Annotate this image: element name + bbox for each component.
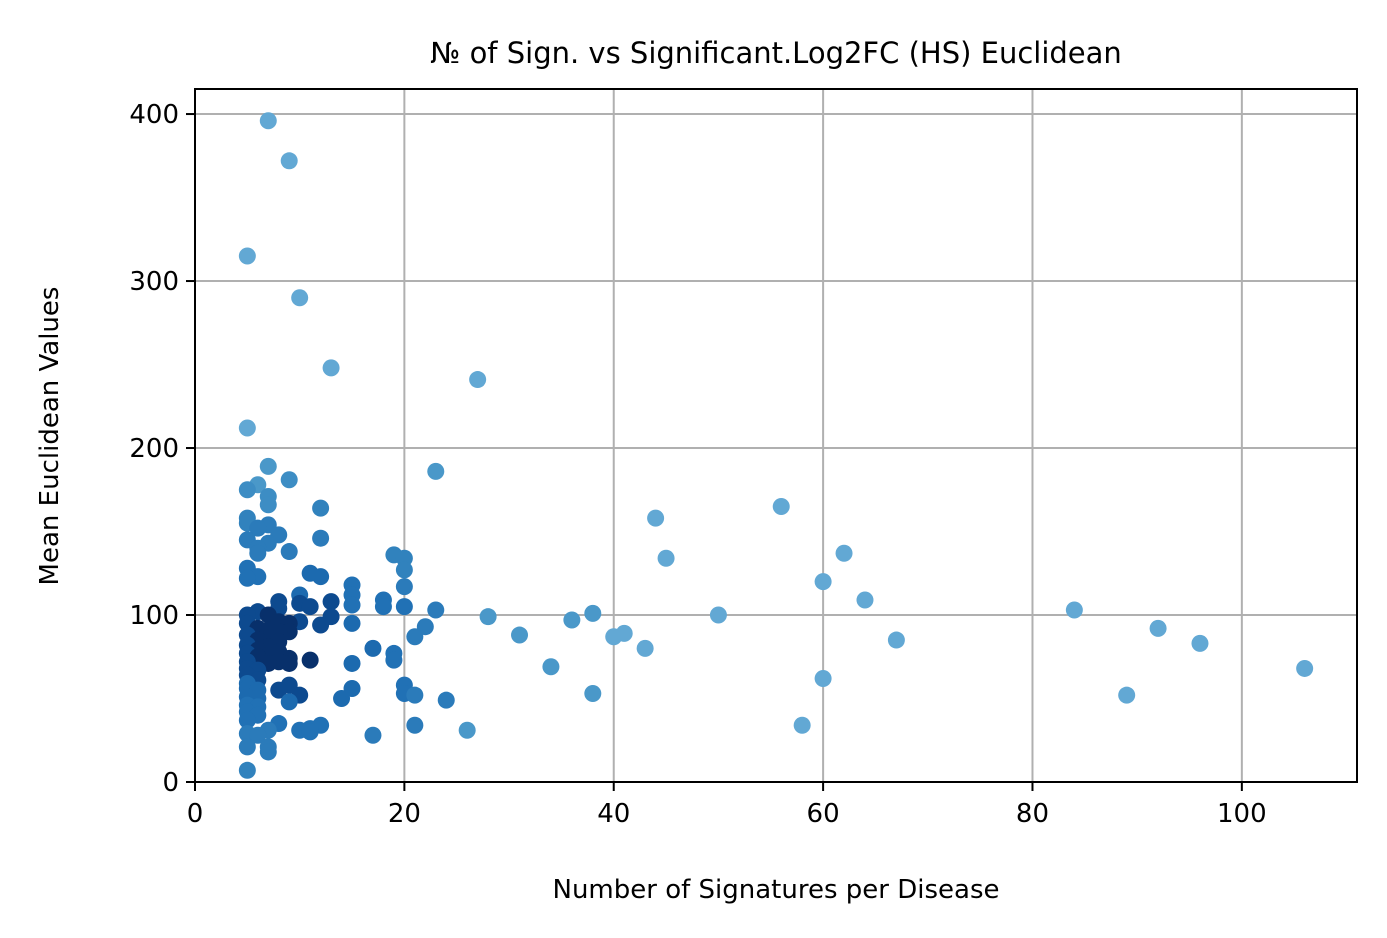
scatter-point <box>584 684 602 702</box>
scatter-point <box>343 654 361 672</box>
scatter-point <box>772 497 790 515</box>
scatter-point <box>1065 601 1083 619</box>
y-tick-label: 300 <box>129 267 179 297</box>
scatter-point <box>322 593 340 611</box>
scatter-point <box>238 481 256 499</box>
scatter-point <box>395 578 413 596</box>
scatter-point <box>280 152 298 170</box>
x-tick-label: 20 <box>388 799 421 829</box>
scatter-point <box>835 544 853 562</box>
scatter-point <box>511 626 529 644</box>
scatter-point <box>280 471 298 489</box>
scatter-point <box>301 651 319 669</box>
x-tick-label: 60 <box>807 799 840 829</box>
scatter-point <box>814 573 832 591</box>
scatter-point <box>249 544 267 562</box>
scatter-point <box>395 549 413 567</box>
scatter-point <box>238 569 256 587</box>
scatter-point <box>343 614 361 632</box>
y-tick-label: 200 <box>129 434 179 464</box>
scatter-point <box>563 611 581 629</box>
scatter-point <box>301 723 319 741</box>
scatter-point <box>406 628 424 646</box>
y-axis-ticks: 0 100 200 300 400 <box>129 100 195 798</box>
scatter-point <box>887 631 905 649</box>
scatter-point <box>249 519 267 537</box>
data-points <box>238 112 1314 779</box>
scatter-point <box>1191 634 1209 652</box>
x-tick-label: 100 <box>1217 799 1267 829</box>
scatter-point <box>249 726 267 744</box>
x-axis-label: Number of Signatures per Disease <box>553 875 1000 905</box>
scatter-point <box>856 591 874 609</box>
scatter-point <box>709 606 727 624</box>
x-axis-ticks: 0 20 40 60 80 100 <box>187 782 1267 829</box>
scatter-point <box>1296 659 1314 677</box>
scatter-point <box>238 419 256 437</box>
scatter-point <box>458 721 476 739</box>
axes-frame <box>194 88 1358 783</box>
scatter-point <box>280 693 298 711</box>
scatter-point <box>333 690 351 708</box>
scatter-point <box>322 359 340 377</box>
scatter-point <box>343 596 361 614</box>
scatter-point <box>605 628 623 646</box>
scatter-point <box>584 604 602 622</box>
scatter-point <box>814 669 832 687</box>
scatter-point <box>280 654 298 672</box>
chart-title: № of Sign. vs Significant.Log2FC (HS) Eu… <box>430 36 1122 70</box>
scatter-point <box>364 726 382 744</box>
scatter-point <box>312 616 330 634</box>
scatter-point <box>657 549 675 567</box>
y-axis-label: Mean Euclidean Values <box>35 287 65 586</box>
scatter-point <box>364 639 382 657</box>
scatter-point <box>469 371 487 389</box>
scatter-point <box>238 738 256 756</box>
y-tick-label: 0 <box>162 768 179 798</box>
scatter-point <box>647 509 665 527</box>
scatter-point <box>312 568 330 586</box>
scatter-point <box>395 561 413 579</box>
scatter-point <box>280 543 298 561</box>
scatter-point <box>406 716 424 734</box>
scatter-point <box>427 462 445 480</box>
scatter-point <box>238 761 256 779</box>
scatter-point <box>437 691 455 709</box>
y-tick-label: 400 <box>129 100 179 130</box>
scatter-point <box>427 601 445 619</box>
scatter-point <box>793 716 811 734</box>
scatter-point <box>301 598 319 616</box>
scatter-point <box>259 112 277 130</box>
scatter-point <box>374 598 392 616</box>
scatter-point <box>1149 619 1167 637</box>
scatter-point <box>291 289 309 307</box>
scatter-point <box>542 658 560 676</box>
scatter-point <box>259 496 277 514</box>
scatter-point <box>259 457 277 475</box>
scatter-point <box>259 743 277 761</box>
scatter-point <box>270 681 288 699</box>
scatter-point <box>312 499 330 517</box>
x-tick-label: 80 <box>1016 799 1049 829</box>
scatter-point <box>636 639 654 657</box>
x-tick-label: 0 <box>187 799 204 829</box>
scatter-point <box>385 651 403 669</box>
scatter-point <box>238 711 256 729</box>
scatter-point <box>238 247 256 265</box>
scatter-point <box>312 529 330 547</box>
scatter-point <box>479 608 497 626</box>
x-tick-label: 40 <box>597 799 630 829</box>
scatter-point <box>395 598 413 616</box>
scatter-point <box>406 686 424 704</box>
y-tick-label: 100 <box>129 601 179 631</box>
scatter-point <box>1118 686 1136 704</box>
